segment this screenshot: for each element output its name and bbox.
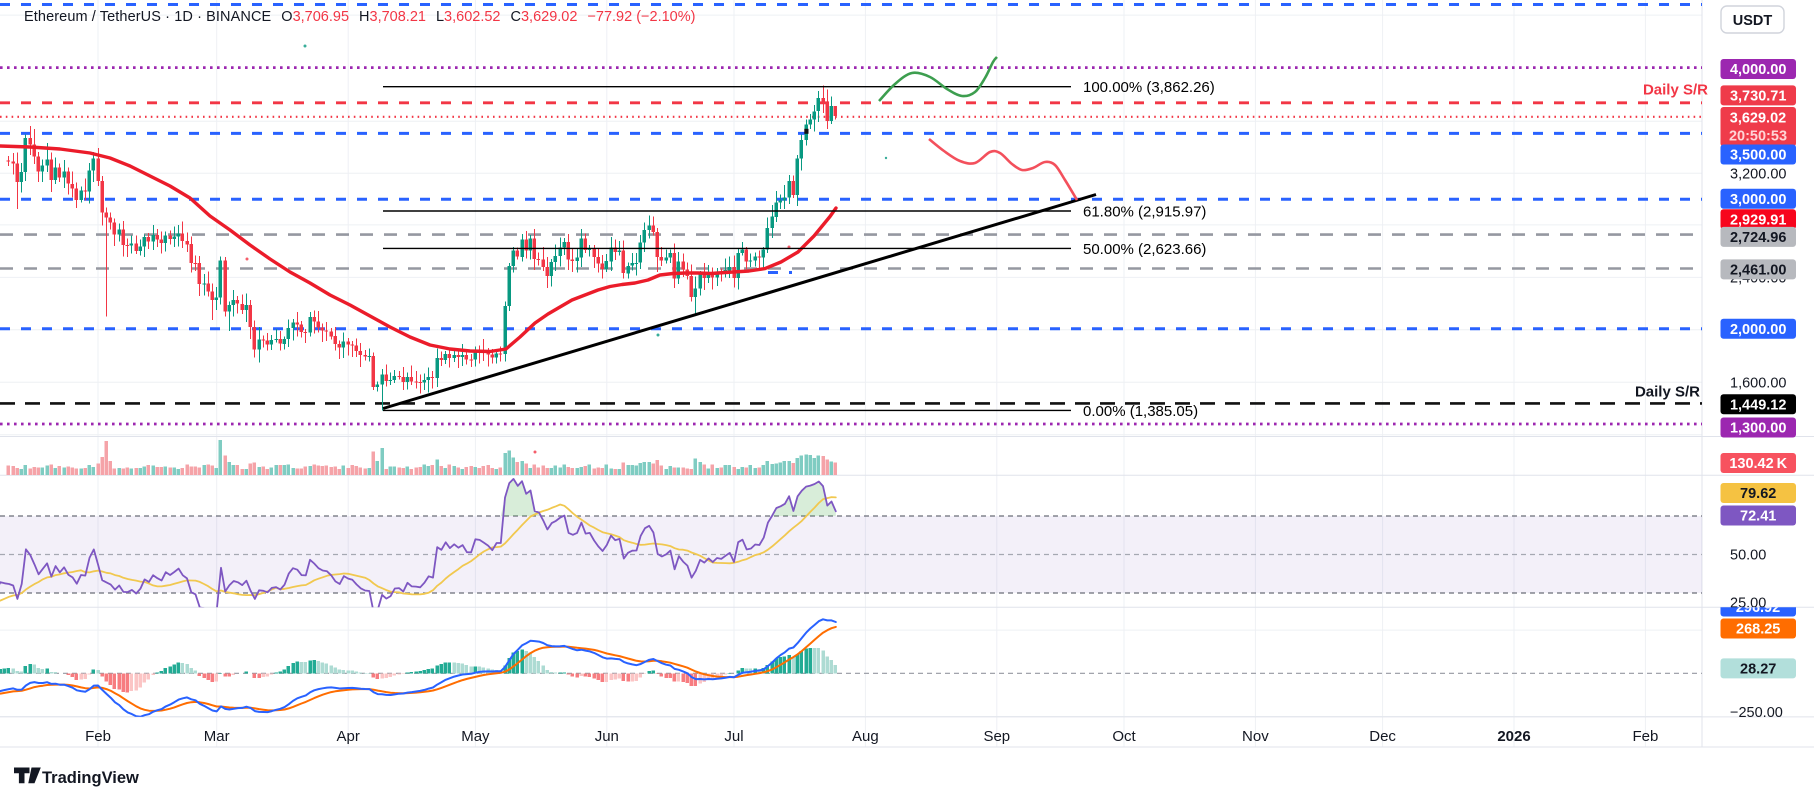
svg-text:1,449.12: 1,449.12 (1730, 398, 1786, 414)
svg-text:3,730.71: 3,730.71 (1730, 89, 1786, 105)
svg-text:100.00% (3,862.26): 100.00% (3,862.26) (1083, 79, 1215, 96)
svg-text:Jun: Jun (595, 728, 619, 745)
svg-text:TradingView: TradingView (42, 769, 139, 787)
svg-text:Dec: Dec (1369, 728, 1396, 745)
svg-text:20:50:53: 20:50:53 (1729, 129, 1787, 145)
svg-text:28.27: 28.27 (1740, 662, 1776, 678)
svg-text:May: May (461, 728, 490, 745)
svg-text:Oct: Oct (1112, 728, 1136, 745)
svg-text:Nov: Nov (1242, 728, 1269, 745)
svg-text:50.00: 50.00 (1730, 548, 1766, 564)
svg-text:Ethereum / TetherUS · 1D · BIN: Ethereum / TetherUS · 1D · BINANCE O3,706… (24, 9, 695, 25)
svg-text:296.92: 296.92 (1736, 600, 1780, 616)
svg-text:72.41: 72.41 (1740, 509, 1776, 525)
svg-text:2,461.00: 2,461.00 (1730, 263, 1786, 279)
svg-text:1,300.00: 1,300.00 (1730, 421, 1786, 437)
svg-text:79.62: 79.62 (1740, 486, 1776, 502)
svg-text:4,000.00: 4,000.00 (1730, 62, 1786, 78)
svg-text:2,929.91: 2,929.91 (1730, 212, 1786, 228)
svg-text:Mar: Mar (204, 728, 230, 745)
svg-text:Sep: Sep (983, 728, 1010, 745)
svg-text:268.25: 268.25 (1736, 622, 1780, 638)
svg-text:61.80% (2,915.97): 61.80% (2,915.97) (1083, 204, 1206, 221)
svg-text:−250.00: −250.00 (1730, 705, 1783, 721)
svg-text:3,629.02: 3,629.02 (1730, 111, 1786, 127)
svg-text:3,500.00: 3,500.00 (1730, 148, 1786, 164)
svg-text:2026: 2026 (1497, 728, 1530, 745)
svg-text:1,600.00: 1,600.00 (1730, 375, 1786, 391)
svg-text:2,000.00: 2,000.00 (1730, 322, 1786, 338)
svg-text:130.42 K: 130.42 K (1729, 456, 1787, 472)
svg-text:3,000.00: 3,000.00 (1730, 192, 1786, 208)
svg-text:Daily S/R: Daily S/R (1635, 384, 1700, 401)
svg-text:2,724.96: 2,724.96 (1730, 230, 1786, 246)
svg-text:3,200.00: 3,200.00 (1730, 166, 1786, 182)
svg-text:0.00% (1,385.05): 0.00% (1,385.05) (1083, 403, 1198, 420)
svg-text:USDT: USDT (1733, 13, 1773, 29)
svg-text:Jul: Jul (724, 728, 743, 745)
svg-text:Feb: Feb (85, 728, 111, 745)
svg-text:50.00% (2,623.66): 50.00% (2,623.66) (1083, 241, 1206, 258)
svg-text:Daily S/R: Daily S/R (1643, 82, 1708, 99)
svg-text:Feb: Feb (1632, 728, 1658, 745)
svg-text:Aug: Aug (852, 728, 879, 745)
svg-text:Apr: Apr (337, 728, 360, 745)
